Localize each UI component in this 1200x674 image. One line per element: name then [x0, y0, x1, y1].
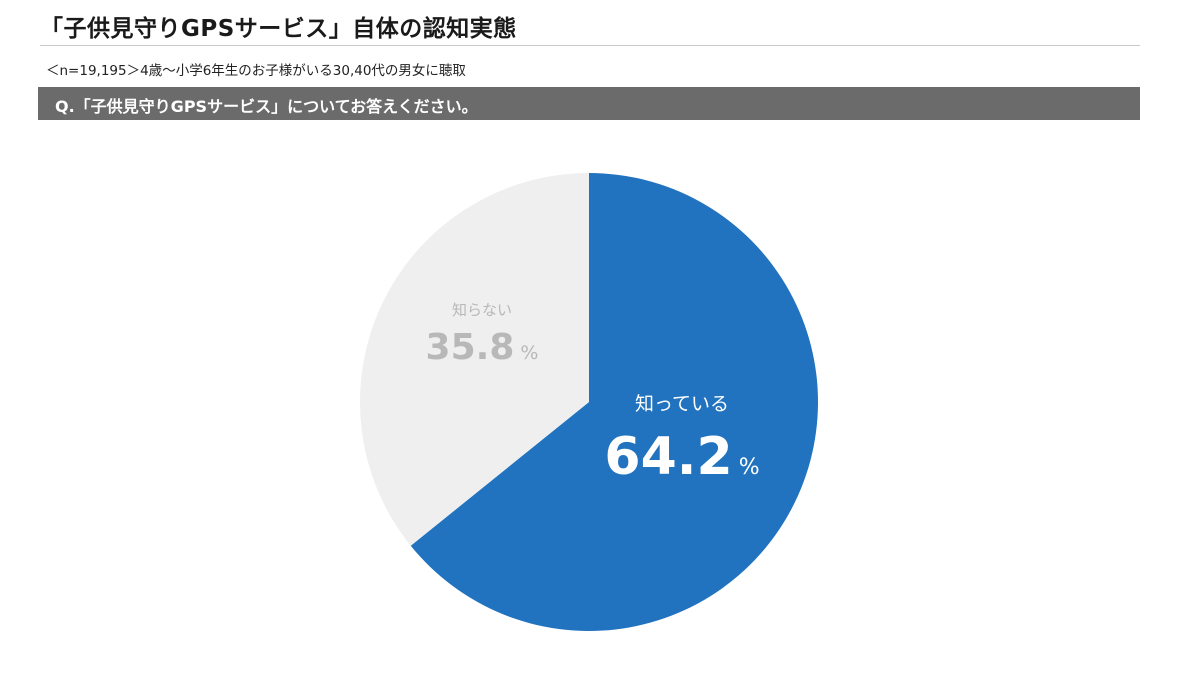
slice-value-2: 35.8% — [426, 327, 539, 368]
page-title: 「子供見守りGPSサービス」自体の認知実態 — [40, 16, 517, 42]
pie-slice-1 — [410, 173, 818, 632]
question-text: Q.「子供見守りGPSサービス」についてお答えください。 — [55, 97, 478, 116]
sample-description: ＜n=19,195＞4歳〜小学6年生のお子様がいる30,40代の男女に聴取 — [46, 63, 466, 79]
slice-label-2: 知らない — [452, 301, 512, 319]
question-bar: Q.「子供見守りGPSサービス」についてお答えください。 — [38, 87, 1140, 120]
pie-slice-2 — [359, 173, 589, 546]
slice-value-1: 64.2% — [604, 427, 759, 487]
title-divider — [40, 45, 1140, 46]
slice-label-1: 知っている — [635, 393, 729, 415]
